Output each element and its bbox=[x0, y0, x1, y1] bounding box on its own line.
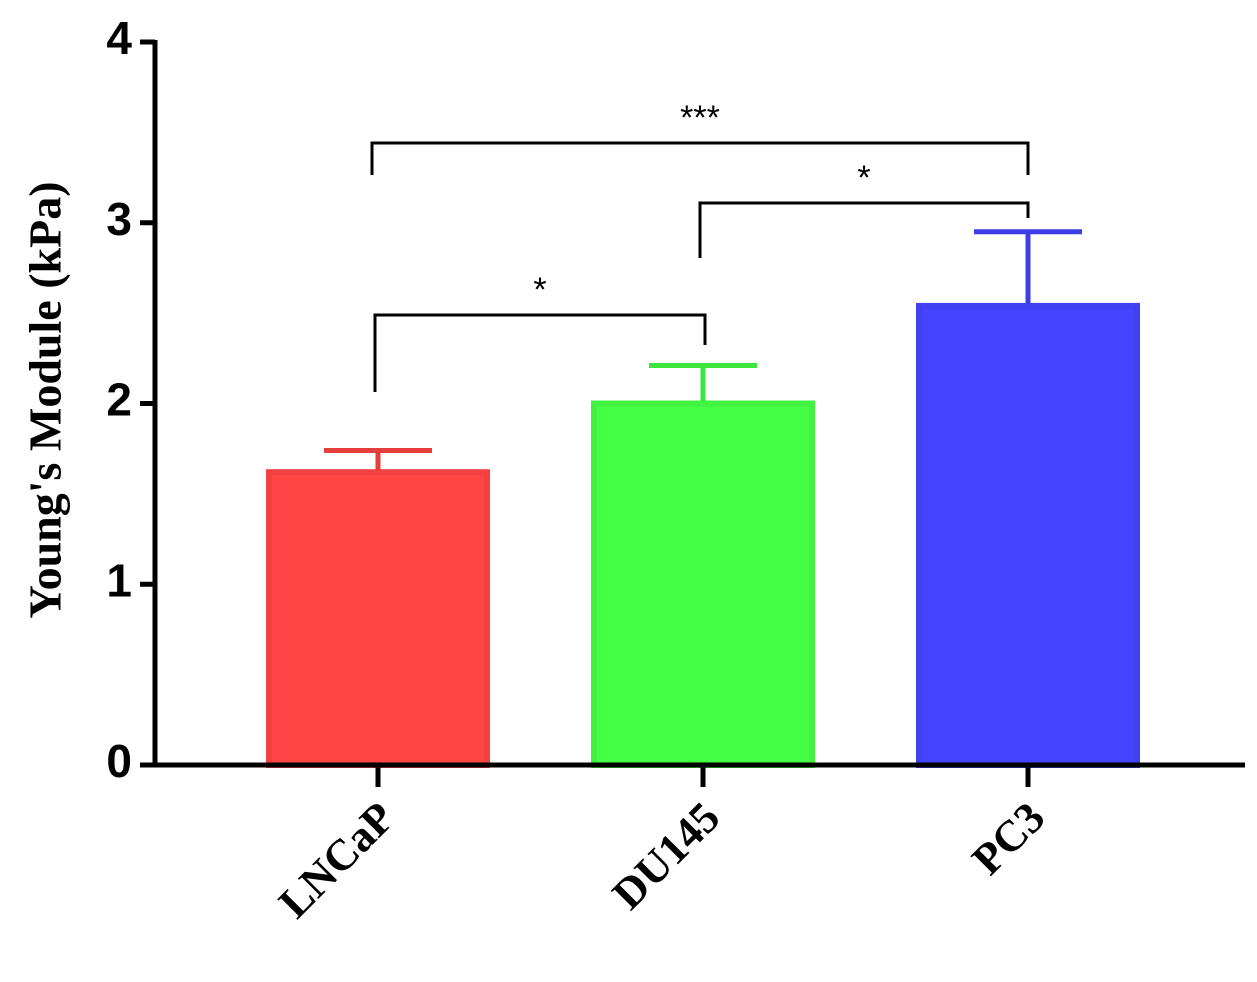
significance-label: * bbox=[857, 159, 870, 197]
significance-bracket bbox=[370, 141, 1030, 175]
significance-label: *** bbox=[680, 99, 720, 137]
y-axis-label: Young's Module (kPa) bbox=[20, 181, 71, 618]
y-tick-label: 2 bbox=[106, 374, 132, 426]
significance-bracket bbox=[698, 201, 1030, 258]
significance-bracket bbox=[373, 313, 707, 392]
y-tick-label: 0 bbox=[106, 735, 132, 787]
x-tick-label: PC3 bbox=[963, 793, 1055, 885]
x-tick-label: DU145 bbox=[603, 793, 729, 919]
bar bbox=[591, 400, 815, 768]
bar bbox=[916, 302, 1140, 768]
y-tick-label: 1 bbox=[106, 554, 132, 606]
significance-label: * bbox=[533, 271, 546, 309]
x-tick-label: LNCaP bbox=[269, 793, 404, 928]
y-tick-label: 4 bbox=[106, 12, 132, 64]
y-tick-label: 3 bbox=[106, 193, 132, 245]
bar bbox=[266, 469, 490, 768]
